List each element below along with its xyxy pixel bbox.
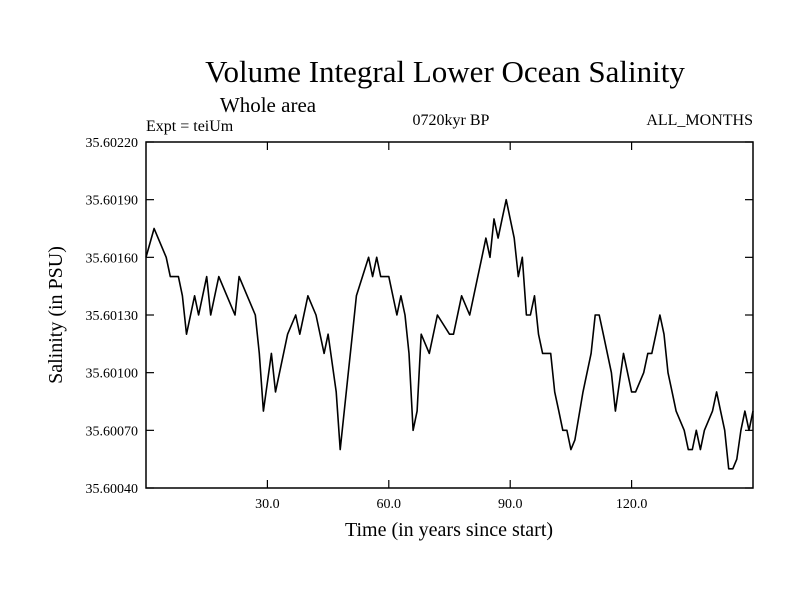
x-tick-label: 60.0 (377, 497, 402, 512)
y-tick-label: 35.60100 (86, 367, 139, 382)
months-label: ALL_MONTHS (646, 112, 753, 129)
x-axis: 30.0 60.0 90.0 120.0 (255, 142, 647, 512)
period-label: 0720kyr BP (413, 112, 490, 129)
y-axis: 35.60040 35.60070 35.60100 35.60130 35.60160… (86, 136, 753, 497)
y-axis-label: Salinity (in PSU) (45, 246, 67, 384)
plot-frame (145, 141, 754, 489)
x-tick-label: 30.0 (255, 497, 280, 512)
x-tick-label: 120.0 (616, 497, 648, 512)
y-tick-label: 35.60040 (86, 482, 139, 497)
chart-title: Volume Integral Lower Ocean Salinity (205, 54, 685, 89)
experiment-label: Expt = teiUm (146, 118, 234, 135)
y-tick-label: 35.60220 (86, 136, 139, 151)
y-tick-label: 35.60130 (86, 309, 139, 324)
y-tick-label: 35.60070 (86, 424, 139, 439)
chart-subtitle: Whole area (220, 93, 317, 117)
salinity-series-line (145, 198, 754, 470)
x-tick-label: 90.0 (498, 497, 523, 512)
y-tick-label: 35.60160 (86, 251, 139, 266)
x-axis-label: Time (in years since start) (345, 519, 553, 541)
y-tick-label: 35.60190 (86, 194, 139, 209)
